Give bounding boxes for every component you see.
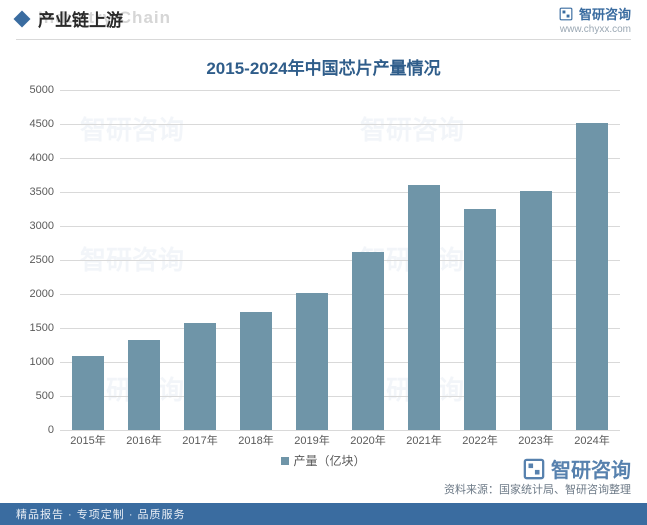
bar-slot xyxy=(340,90,396,430)
y-tick-label: 2000 xyxy=(30,288,54,300)
bar xyxy=(352,252,384,430)
y-tick-label: 5000 xyxy=(30,84,54,96)
bar-slot xyxy=(452,90,508,430)
y-tick-label: 1000 xyxy=(30,356,54,368)
bar-slot xyxy=(172,90,228,430)
bar-slot xyxy=(396,90,452,430)
y-tick-label: 500 xyxy=(36,390,54,402)
source-citation: 资料来源：国家统计局、智研咨询整理 xyxy=(444,481,631,497)
x-tick-label: 2021年 xyxy=(396,432,452,448)
x-tick-label: 2018年 xyxy=(228,432,284,448)
y-tick-label: 1500 xyxy=(30,322,54,334)
watermark-brand: 智研咨询 xyxy=(523,454,631,483)
grid-line xyxy=(60,430,620,431)
header: 产业链上游 xyxy=(0,0,647,33)
y-tick-label: 3000 xyxy=(30,220,54,232)
bar-slot xyxy=(564,90,620,430)
bar xyxy=(72,356,104,430)
bar-slot xyxy=(508,90,564,430)
bars-container xyxy=(60,90,620,430)
header-title: 产业链上游 xyxy=(38,6,123,31)
bar xyxy=(464,209,496,430)
bar-slot xyxy=(228,90,284,430)
bar xyxy=(128,340,160,430)
x-tick-label: 2016年 xyxy=(116,432,172,448)
bar-slot xyxy=(60,90,116,430)
x-tick-label: 2015年 xyxy=(60,432,116,448)
y-tick-label: 2500 xyxy=(30,254,54,266)
bar xyxy=(576,123,608,430)
x-tick-label: 2017年 xyxy=(172,432,228,448)
footer-bar: 精品报告 · 专项定制 · 品质服务 xyxy=(0,503,647,525)
x-tick-label: 2019年 xyxy=(284,432,340,448)
chart-plot-area: 0500100015002000250030003500400045005000 xyxy=(60,90,620,430)
x-tick-label: 2020年 xyxy=(340,432,396,448)
chart-title: 2015-2024年中国芯片产量情况 xyxy=(0,54,647,79)
legend-swatch xyxy=(281,457,289,465)
y-tick-label: 0 xyxy=(48,424,54,436)
legend-label: 产量（亿块） xyxy=(293,452,365,469)
x-axis-labels: 2015年2016年2017年2018年2019年2020年2021年2022年… xyxy=(60,432,620,448)
bar xyxy=(408,185,440,430)
x-tick-label: 2023年 xyxy=(508,432,564,448)
brand-logo-icon xyxy=(523,458,545,480)
y-tick-label: 4500 xyxy=(30,118,54,130)
bar xyxy=(184,323,216,430)
bar-slot xyxy=(116,90,172,430)
watermark-brand-name: 智研咨询 xyxy=(551,454,631,483)
diamond-icon xyxy=(14,10,31,27)
y-tick-label: 4000 xyxy=(30,152,54,164)
x-tick-label: 2022年 xyxy=(452,432,508,448)
header-divider xyxy=(16,39,631,40)
bar xyxy=(240,312,272,430)
x-tick-label: 2024年 xyxy=(564,432,620,448)
bar xyxy=(296,293,328,430)
y-tick-label: 3500 xyxy=(30,186,54,198)
bar-slot xyxy=(284,90,340,430)
bar xyxy=(520,191,552,430)
root: { "header": { "title_cn": "产业链上游", "titl… xyxy=(0,0,647,525)
